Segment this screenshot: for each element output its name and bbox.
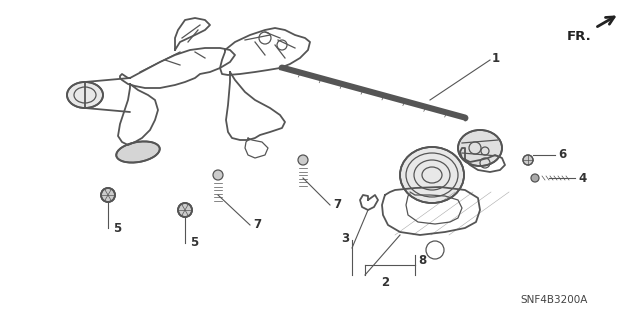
Text: 6: 6 [558,149,566,161]
Ellipse shape [531,174,539,182]
Text: 3: 3 [341,232,349,244]
Text: 8: 8 [418,254,426,266]
Ellipse shape [400,147,464,203]
Ellipse shape [116,141,160,163]
Ellipse shape [101,188,115,202]
Ellipse shape [298,155,308,165]
Text: FR.: FR. [567,29,592,42]
Text: 1: 1 [492,51,500,64]
Text: 4: 4 [578,172,586,184]
Text: 2: 2 [381,277,389,290]
Text: 7: 7 [253,219,261,232]
Ellipse shape [213,170,223,180]
Text: 5: 5 [113,221,121,234]
Text: 7: 7 [333,198,341,211]
Text: SNF4B3200A: SNF4B3200A [520,295,588,305]
Text: 5: 5 [190,236,198,249]
Ellipse shape [458,130,502,166]
Ellipse shape [523,155,533,165]
Ellipse shape [67,82,103,108]
Ellipse shape [178,203,192,217]
